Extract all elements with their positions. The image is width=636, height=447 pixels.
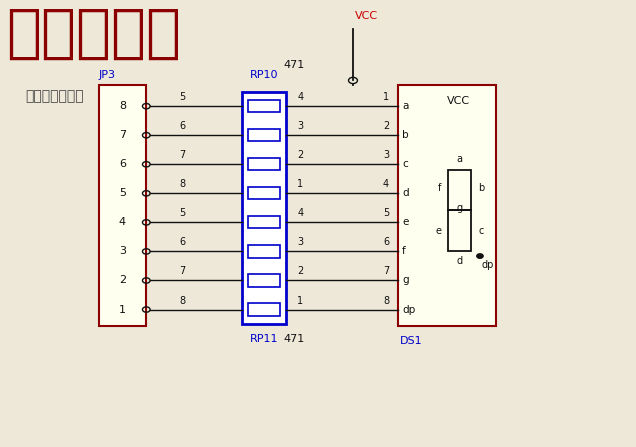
Bar bbox=[248, 216, 280, 228]
Text: 3: 3 bbox=[297, 237, 303, 248]
Bar bbox=[398, 85, 496, 326]
Text: VCC: VCC bbox=[447, 96, 470, 106]
Text: dp: dp bbox=[402, 304, 415, 315]
Bar bbox=[242, 92, 286, 324]
Text: 8: 8 bbox=[119, 101, 126, 111]
Text: 5: 5 bbox=[119, 188, 126, 198]
Text: 6: 6 bbox=[179, 121, 186, 131]
Text: 注：共阳数码管: 注：共阳数码管 bbox=[25, 89, 84, 103]
Text: 1: 1 bbox=[119, 304, 126, 315]
Text: 7: 7 bbox=[179, 150, 186, 160]
Text: 6: 6 bbox=[383, 237, 389, 248]
Text: c: c bbox=[402, 159, 408, 169]
Text: 8: 8 bbox=[179, 179, 186, 190]
Text: e: e bbox=[435, 226, 441, 236]
Bar bbox=[248, 158, 280, 170]
Circle shape bbox=[477, 254, 483, 258]
Text: g: g bbox=[457, 203, 462, 213]
Text: d: d bbox=[402, 188, 408, 198]
Bar bbox=[248, 100, 280, 112]
Text: 8: 8 bbox=[179, 295, 186, 306]
Text: 4: 4 bbox=[119, 217, 126, 228]
Text: 静态数码管: 静态数码管 bbox=[6, 4, 181, 62]
Text: g: g bbox=[402, 275, 408, 286]
Text: 6: 6 bbox=[119, 159, 126, 169]
Text: RP11: RP11 bbox=[250, 334, 278, 344]
Text: 5: 5 bbox=[179, 208, 186, 218]
Text: 2: 2 bbox=[297, 266, 303, 276]
Text: 471: 471 bbox=[283, 60, 304, 70]
Text: DS1: DS1 bbox=[399, 336, 422, 346]
Text: 3: 3 bbox=[383, 150, 389, 160]
Text: 1: 1 bbox=[297, 295, 303, 306]
Text: 2: 2 bbox=[297, 150, 303, 160]
Text: 7: 7 bbox=[179, 266, 186, 276]
Bar bbox=[248, 187, 280, 199]
Text: f: f bbox=[438, 183, 441, 193]
Text: 6: 6 bbox=[179, 237, 186, 248]
Text: 4: 4 bbox=[297, 208, 303, 218]
Text: VCC: VCC bbox=[355, 11, 378, 21]
Text: 3: 3 bbox=[297, 121, 303, 131]
Text: RP10: RP10 bbox=[250, 71, 278, 80]
Text: a: a bbox=[457, 154, 462, 164]
Text: 8: 8 bbox=[383, 295, 389, 306]
Text: 2: 2 bbox=[383, 121, 389, 131]
Text: 5: 5 bbox=[383, 208, 389, 218]
Text: 1: 1 bbox=[383, 92, 389, 102]
Text: f: f bbox=[402, 246, 406, 257]
Bar bbox=[448, 170, 471, 211]
Text: b: b bbox=[402, 130, 408, 140]
Text: d: d bbox=[457, 256, 462, 266]
Text: 471: 471 bbox=[283, 334, 304, 344]
Text: a: a bbox=[402, 101, 408, 111]
Text: 5: 5 bbox=[179, 92, 186, 102]
Text: JP3: JP3 bbox=[99, 70, 116, 80]
Text: 7: 7 bbox=[119, 130, 126, 140]
Bar bbox=[248, 274, 280, 287]
Bar bbox=[248, 304, 280, 316]
Text: 4: 4 bbox=[297, 92, 303, 102]
Text: 1: 1 bbox=[297, 179, 303, 190]
Text: 2: 2 bbox=[119, 275, 126, 286]
Bar bbox=[248, 129, 280, 141]
Text: 7: 7 bbox=[383, 266, 389, 276]
Text: c: c bbox=[478, 226, 483, 236]
Text: 3: 3 bbox=[119, 246, 126, 257]
Bar bbox=[99, 85, 146, 326]
Text: 4: 4 bbox=[383, 179, 389, 190]
Text: e: e bbox=[402, 217, 408, 228]
Bar bbox=[248, 245, 280, 257]
Text: dp: dp bbox=[482, 260, 494, 270]
Bar bbox=[448, 211, 471, 251]
Text: b: b bbox=[478, 183, 484, 193]
